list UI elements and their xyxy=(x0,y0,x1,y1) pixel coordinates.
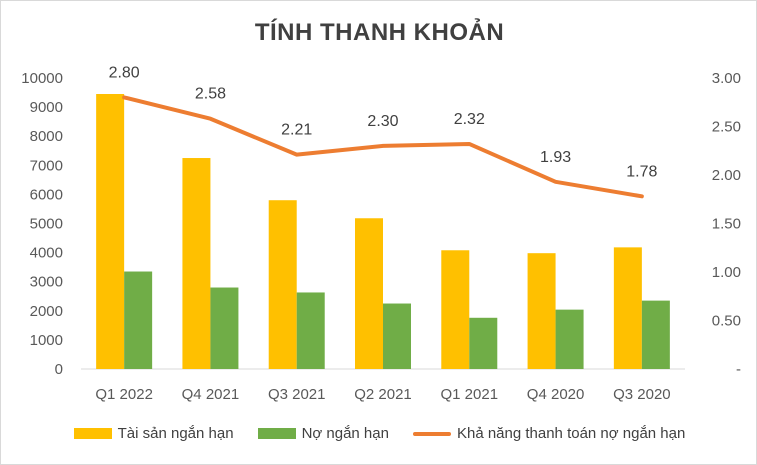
x-tick-label: Q3 2020 xyxy=(613,386,671,403)
left-tick-label: 5000 xyxy=(30,216,63,233)
bar-current-liabilities xyxy=(296,292,325,369)
ratio-data-label: 2.21 xyxy=(281,122,312,139)
bar-current-assets xyxy=(268,200,297,369)
left-tick-label: 0 xyxy=(55,361,63,378)
legend: Tài sản ngắn hạn Nợ ngắn hạn Khả năng th… xyxy=(1,425,757,442)
bar-current-liabilities xyxy=(383,303,411,369)
ratio-data-label: 1.78 xyxy=(626,163,657,180)
bar-current-assets xyxy=(613,247,642,369)
x-tick-label: Q4 2020 xyxy=(527,386,585,403)
right-tick-label: 0.50 xyxy=(712,313,741,330)
right-tick-label: 2.00 xyxy=(712,167,741,184)
x-tick-label: Q1 2022 xyxy=(95,386,153,403)
left-tick-label: 7000 xyxy=(30,157,63,174)
left-tick-label: 1000 xyxy=(30,332,63,349)
ratio-data-label: 2.30 xyxy=(367,113,398,130)
left-tick-label: 4000 xyxy=(30,245,63,262)
left-tick-label: 10000 xyxy=(21,70,63,87)
right-tick-label: 3.00 xyxy=(712,70,741,87)
bar-current-assets xyxy=(355,218,383,369)
bar-current-assets xyxy=(96,94,125,369)
legend-item-current-ratio: Khả năng thanh toán nợ ngắn hạn xyxy=(412,425,686,442)
legend-swatch-current-liabilities xyxy=(257,428,296,439)
x-tick-label: Q4 2021 xyxy=(182,386,240,403)
bar-current-liabilities xyxy=(124,271,153,369)
right-tick-label: 1.00 xyxy=(712,264,741,281)
bars-group xyxy=(96,94,670,369)
x-tick-label: Q1 2021 xyxy=(441,386,499,403)
legend-label-current-ratio: Khả năng thanh toán nợ ngắn hạn xyxy=(456,425,686,442)
left-tick-label: 9000 xyxy=(30,99,63,116)
bar-current-assets xyxy=(441,250,470,369)
legend-swatch-current-ratio xyxy=(412,431,451,436)
bar-current-liabilities xyxy=(210,287,239,369)
left-tick-label: 3000 xyxy=(30,274,63,291)
ratio-data-label: 2.80 xyxy=(109,64,140,81)
right-tick-label: - xyxy=(736,361,741,378)
left-axis: 0 1000 2000 3000 4000 5000 6000 7000 8000 9000 100… xyxy=(21,70,63,378)
bar-current-assets xyxy=(527,253,556,369)
bar-current-assets xyxy=(182,158,211,369)
ratio-data-label: 2.32 xyxy=(454,111,485,128)
ratio-data-label: 2.58 xyxy=(195,86,226,103)
bar-current-liabilities xyxy=(641,300,670,369)
ratio-line xyxy=(122,95,644,199)
right-axis: - 0.50 1.00 1.50 2.00 2.50 3.00 xyxy=(712,70,741,378)
right-tick-label: 1.50 xyxy=(712,216,741,233)
bar-current-liabilities xyxy=(555,309,584,369)
legend-label-current-assets: Tài sản ngắn hạn xyxy=(117,425,234,442)
right-tick-label: 2.50 xyxy=(712,119,741,136)
legend-label-current-liabilities: Nợ ngắn hạn xyxy=(301,425,389,442)
x-axis: Q1 2022 Q4 2021 Q3 2021 Q2 2021 Q1 2021 Q4 20… xyxy=(95,386,670,403)
ratio-data-label: 1.93 xyxy=(540,149,571,166)
combo-chart: 0 1000 2000 3000 4000 5000 6000 7000 8000 9000 100… xyxy=(21,64,741,403)
legend-swatch-current-assets xyxy=(73,428,112,439)
legend-item-current-liabilities: Nợ ngắn hạn xyxy=(257,425,389,442)
ratio-line-group: 2.80 2.58 2.21 2.30 2.32 1.93 1.78 xyxy=(109,64,658,199)
bar-current-liabilities xyxy=(469,317,498,369)
x-tick-label: Q3 2021 xyxy=(268,386,326,403)
x-tick-label: Q2 2021 xyxy=(354,386,412,403)
chart-title: TÍNH THANH KHOẢN xyxy=(254,19,505,46)
legend-item-current-assets: Tài sản ngắn hạn xyxy=(73,425,234,442)
left-tick-label: 6000 xyxy=(30,186,63,203)
left-tick-label: 2000 xyxy=(30,303,63,320)
left-tick-label: 8000 xyxy=(30,128,63,145)
